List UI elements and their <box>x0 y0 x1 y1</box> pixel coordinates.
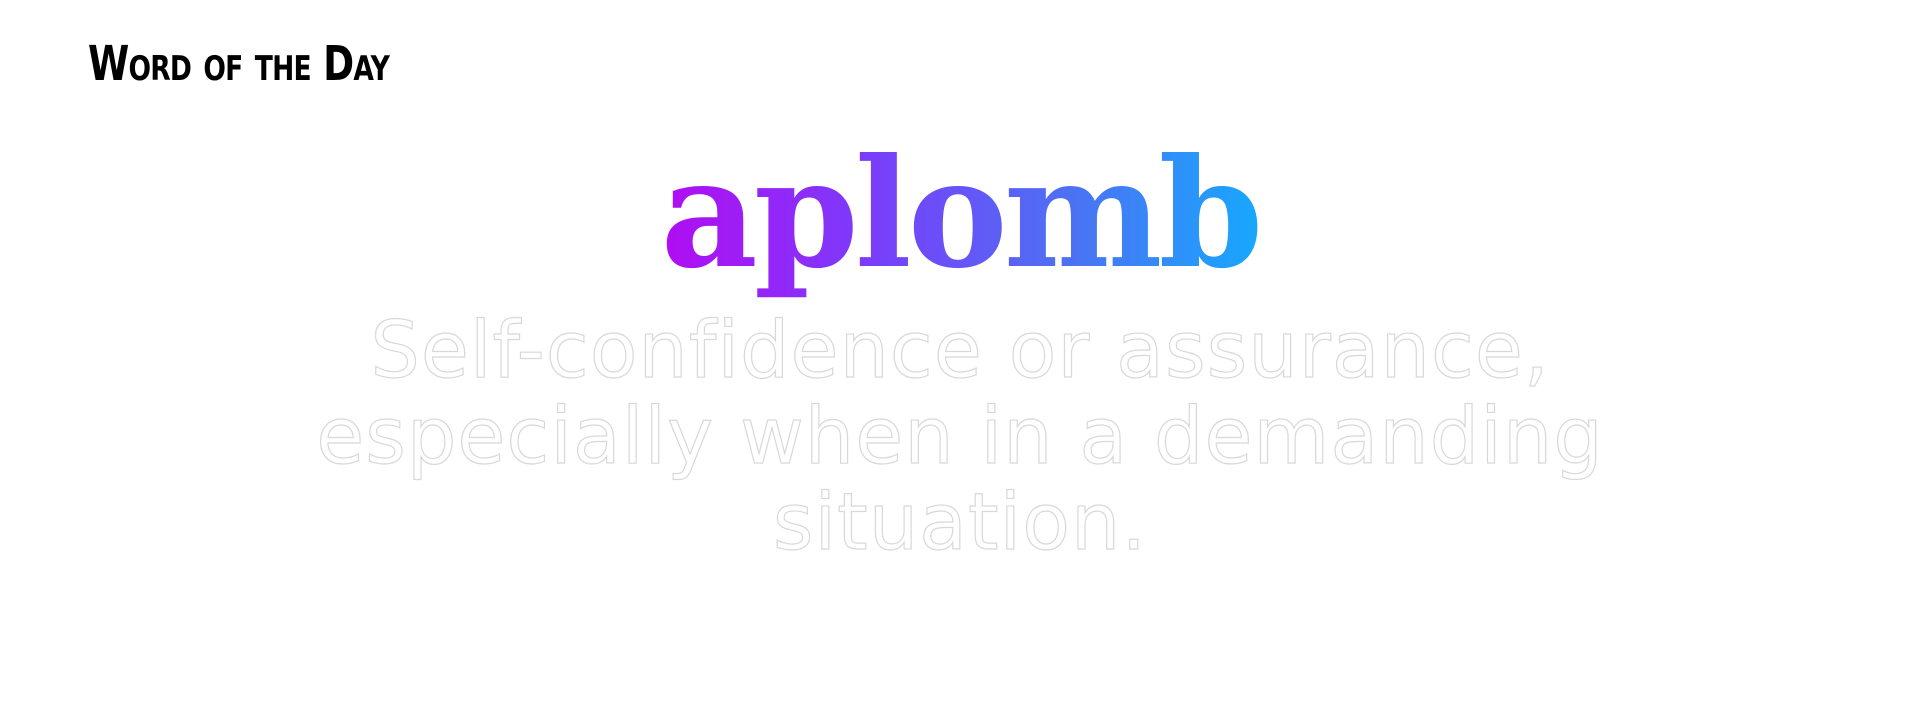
word-definition: Self-confidence or assurance, especially… <box>316 306 1604 568</box>
featured-word: aplomb <box>0 128 1920 301</box>
featured-word-text: aplomb <box>660 126 1264 302</box>
page-title: Word of the Day <box>88 36 390 92</box>
